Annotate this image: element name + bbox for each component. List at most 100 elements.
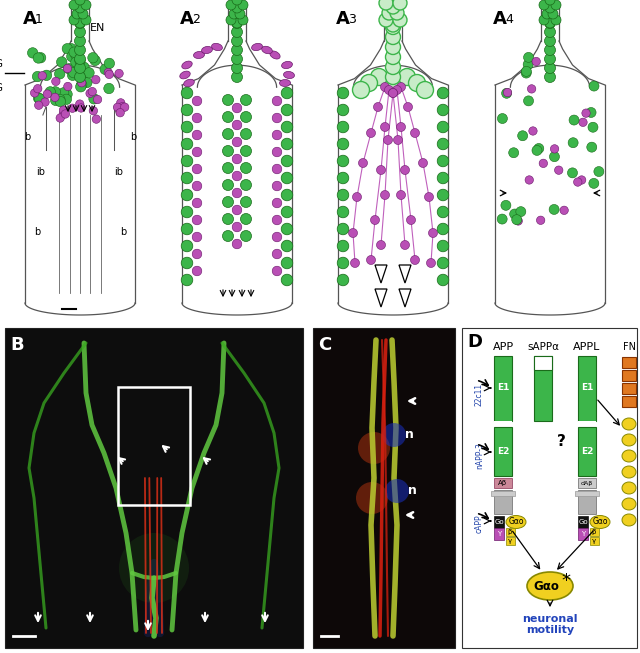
Circle shape <box>272 130 282 140</box>
Circle shape <box>223 146 234 157</box>
Circle shape <box>232 171 242 181</box>
Circle shape <box>536 216 545 225</box>
Circle shape <box>73 59 83 70</box>
Circle shape <box>437 240 449 252</box>
Circle shape <box>545 8 556 20</box>
Circle shape <box>382 423 406 447</box>
Circle shape <box>281 274 293 286</box>
Circle shape <box>33 93 44 103</box>
Circle shape <box>232 137 242 147</box>
Circle shape <box>582 109 590 118</box>
Circle shape <box>272 249 282 259</box>
Circle shape <box>60 106 68 114</box>
Bar <box>534 356 552 421</box>
Circle shape <box>67 52 77 62</box>
Bar <box>494 516 504 528</box>
Circle shape <box>62 44 72 54</box>
Circle shape <box>241 163 252 174</box>
Circle shape <box>437 155 449 167</box>
Text: sAPPα: sAPPα <box>527 342 559 352</box>
Circle shape <box>241 197 252 208</box>
Circle shape <box>223 180 234 191</box>
Circle shape <box>497 214 507 224</box>
Text: n: n <box>405 428 414 441</box>
Circle shape <box>385 50 401 65</box>
Circle shape <box>232 18 243 29</box>
Circle shape <box>64 63 74 74</box>
Circle shape <box>68 67 79 78</box>
Circle shape <box>238 15 248 25</box>
Circle shape <box>192 113 202 123</box>
Circle shape <box>43 90 52 98</box>
Bar <box>578 356 596 421</box>
Bar <box>494 490 512 514</box>
Circle shape <box>232 27 243 37</box>
Ellipse shape <box>622 466 636 478</box>
Circle shape <box>38 72 47 80</box>
Circle shape <box>568 168 577 178</box>
Circle shape <box>74 63 86 74</box>
Circle shape <box>523 59 533 69</box>
Circle shape <box>381 82 390 91</box>
Circle shape <box>69 0 79 10</box>
Circle shape <box>367 255 376 264</box>
Circle shape <box>545 35 556 46</box>
Circle shape <box>232 54 243 65</box>
Circle shape <box>75 56 85 66</box>
Circle shape <box>115 69 124 78</box>
Text: 3: 3 <box>348 13 356 26</box>
Circle shape <box>545 71 556 82</box>
Circle shape <box>437 189 449 201</box>
Circle shape <box>90 56 100 65</box>
Text: A: A <box>180 10 194 28</box>
Circle shape <box>54 94 65 104</box>
Circle shape <box>61 110 70 118</box>
Circle shape <box>545 27 556 37</box>
Circle shape <box>45 87 56 97</box>
Bar <box>506 537 515 545</box>
Circle shape <box>419 159 428 168</box>
Circle shape <box>63 64 72 72</box>
Circle shape <box>241 146 252 157</box>
Circle shape <box>69 47 79 57</box>
Circle shape <box>33 71 43 82</box>
Circle shape <box>281 121 293 133</box>
Circle shape <box>371 69 387 86</box>
Text: γ: γ <box>508 538 512 544</box>
Circle shape <box>358 432 390 464</box>
Circle shape <box>192 130 202 140</box>
Text: Go: Go <box>578 519 588 525</box>
Circle shape <box>393 13 407 27</box>
Circle shape <box>272 181 282 191</box>
Circle shape <box>181 274 193 286</box>
Bar <box>5 328 303 648</box>
Circle shape <box>232 205 242 215</box>
Circle shape <box>374 103 383 112</box>
Ellipse shape <box>622 418 636 430</box>
Text: A: A <box>336 10 350 28</box>
Circle shape <box>272 215 282 225</box>
Circle shape <box>351 259 360 268</box>
Circle shape <box>281 240 293 252</box>
Circle shape <box>532 57 540 66</box>
Circle shape <box>181 155 193 167</box>
Circle shape <box>281 223 293 235</box>
Circle shape <box>388 89 397 97</box>
Circle shape <box>569 115 579 125</box>
Circle shape <box>100 64 110 74</box>
Circle shape <box>397 82 406 91</box>
Circle shape <box>89 93 99 104</box>
Circle shape <box>437 274 449 286</box>
Circle shape <box>105 70 113 78</box>
Circle shape <box>545 18 556 29</box>
Circle shape <box>241 231 252 242</box>
Text: APP: APP <box>492 342 513 352</box>
Text: neuronal: neuronal <box>522 614 578 624</box>
Text: B: B <box>10 336 24 354</box>
Ellipse shape <box>280 80 291 86</box>
Bar <box>118 387 190 505</box>
Ellipse shape <box>284 71 294 78</box>
Text: Go: Go <box>494 519 504 525</box>
Circle shape <box>527 85 536 93</box>
Circle shape <box>437 172 449 183</box>
